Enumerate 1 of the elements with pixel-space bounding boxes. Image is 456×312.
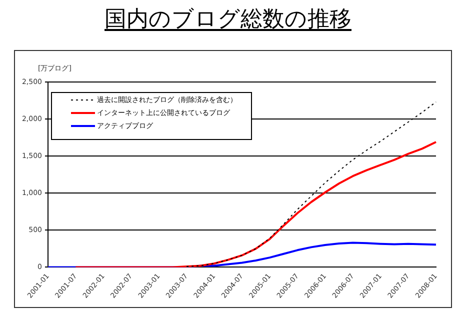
chart-title: 国内のブログ総数の推移 <box>104 7 352 32</box>
